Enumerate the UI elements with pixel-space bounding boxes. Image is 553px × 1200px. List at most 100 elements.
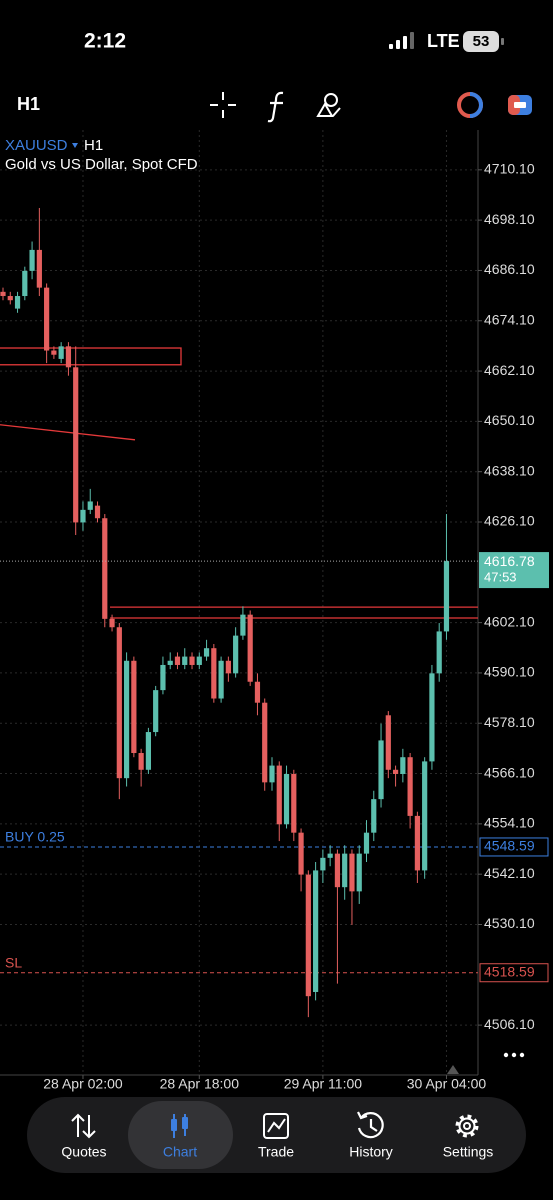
candle-body bbox=[131, 660, 137, 754]
candle-body bbox=[94, 505, 101, 519]
candle-body bbox=[429, 673, 435, 762]
order-price-label: 4548.59 bbox=[484, 838, 535, 854]
candle-body bbox=[400, 757, 406, 774]
trend-line bbox=[0, 424, 136, 441]
signal-icon bbox=[389, 32, 414, 49]
tab-label[interactable]: History bbox=[349, 1144, 393, 1160]
candle-body bbox=[334, 853, 341, 888]
candle-body bbox=[80, 509, 86, 523]
order-label[interactable]: SL bbox=[5, 954, 22, 970]
order-price-label: 4518.59 bbox=[484, 963, 535, 979]
tab-label[interactable]: Trade bbox=[258, 1144, 294, 1160]
candle-body bbox=[247, 614, 253, 682]
battery-level: 53 bbox=[473, 33, 490, 50]
candle-body bbox=[196, 656, 202, 665]
x-tick-label: 28 Apr 18:00 bbox=[160, 1076, 240, 1092]
candle-body bbox=[22, 270, 28, 297]
timeframe-button[interactable]: H1 bbox=[17, 94, 40, 114]
tab-label[interactable]: Chart bbox=[163, 1144, 197, 1160]
candle-body bbox=[174, 656, 181, 665]
candle-body bbox=[233, 635, 239, 674]
y-tick-label: 4530.10 bbox=[484, 915, 535, 931]
tab-labels: Quotes Chart Trade History Settings bbox=[61, 1144, 493, 1160]
candle-body bbox=[262, 702, 268, 783]
x-tick-label: 29 Apr 11:00 bbox=[284, 1076, 363, 1092]
crosshair-button[interactable] bbox=[210, 92, 236, 118]
order-label[interactable]: BUY 0.25 bbox=[5, 829, 65, 845]
current-price-box bbox=[479, 552, 549, 589]
candle-body bbox=[320, 857, 326, 871]
candle-body bbox=[138, 753, 144, 770]
y-tick-label: 4602.10 bbox=[484, 613, 535, 629]
battery-tip bbox=[501, 38, 504, 45]
y-tick-label: 4506.10 bbox=[484, 1016, 535, 1032]
candle-body bbox=[167, 660, 173, 665]
order-price-box bbox=[479, 837, 549, 857]
status-time: 2:12 bbox=[84, 30, 126, 53]
candle-body bbox=[385, 715, 391, 770]
candle-body bbox=[102, 518, 108, 619]
more-button[interactable] bbox=[503, 1052, 525, 1058]
candle-body bbox=[269, 765, 275, 783]
y-tick-label: 4566.10 bbox=[484, 764, 535, 780]
indicators-button[interactable] bbox=[267, 91, 284, 123]
candle-body bbox=[407, 757, 413, 816]
y-tick-label: 4590.10 bbox=[484, 664, 535, 680]
x-tick-label: 30 Apr 04:00 bbox=[407, 1076, 487, 1092]
y-tick-label: 4710.10 bbox=[484, 161, 535, 177]
candle-body bbox=[291, 773, 297, 833]
y-tick-label: 4650.10 bbox=[484, 412, 535, 428]
candle-body bbox=[313, 870, 319, 992]
candle-body bbox=[305, 874, 311, 997]
y-tick-label: 4638.10 bbox=[484, 462, 535, 478]
candle-body bbox=[378, 740, 384, 800]
candle-body bbox=[371, 799, 377, 833]
tab-label[interactable]: Settings bbox=[443, 1144, 494, 1160]
candle-body bbox=[363, 832, 370, 854]
trade-button[interactable] bbox=[508, 95, 532, 115]
candle-body bbox=[298, 832, 304, 875]
tab-label[interactable]: Quotes bbox=[61, 1144, 106, 1160]
y-tick-label: 4686.10 bbox=[484, 261, 535, 277]
chart: 4710.10 4698.10 4686.10 4674.10 4662.10 4650.… bbox=[0, 130, 549, 1092]
y-tick-label: 4698.10 bbox=[484, 211, 535, 227]
battery-icon bbox=[463, 31, 499, 52]
objects-button[interactable] bbox=[316, 93, 341, 117]
candle-body bbox=[182, 656, 188, 665]
current-price-label: 4616.78 bbox=[484, 553, 535, 569]
candle-body bbox=[160, 664, 166, 691]
candle-body bbox=[254, 681, 261, 703]
zone-rectangle bbox=[0, 347, 182, 366]
candle-body bbox=[36, 249, 42, 288]
y-tick-label: 4674.10 bbox=[484, 311, 535, 327]
candle-body bbox=[356, 853, 362, 892]
candle-body bbox=[153, 690, 159, 733]
active-tab-highlight bbox=[128, 1101, 233, 1169]
account-button[interactable] bbox=[457, 92, 483, 118]
candle-body bbox=[240, 614, 246, 636]
candle-body bbox=[436, 631, 442, 674]
candle-body bbox=[14, 296, 21, 309]
symbol-label[interactable]: XAUUSD bbox=[5, 137, 68, 154]
network-label: LTE bbox=[427, 31, 460, 51]
candle-body bbox=[58, 346, 64, 359]
candle-body bbox=[44, 287, 50, 351]
candle-body bbox=[422, 761, 428, 871]
symbol-dropdown[interactable] bbox=[72, 143, 78, 148]
candle-body bbox=[51, 350, 57, 355]
candle-body bbox=[123, 660, 130, 779]
candle-body bbox=[116, 627, 122, 779]
tab-bar bbox=[27, 1097, 526, 1173]
candle-body bbox=[392, 769, 399, 774]
candle-body bbox=[189, 656, 195, 665]
candle-body bbox=[145, 732, 151, 770]
order-price-box bbox=[479, 963, 549, 983]
candle-body bbox=[443, 561, 450, 632]
candle-body bbox=[276, 765, 282, 825]
candle-body bbox=[7, 296, 13, 301]
candle-body bbox=[414, 815, 420, 871]
y-tick-label: 4554.10 bbox=[484, 815, 535, 831]
bar-countdown: 47:53 bbox=[484, 570, 517, 585]
